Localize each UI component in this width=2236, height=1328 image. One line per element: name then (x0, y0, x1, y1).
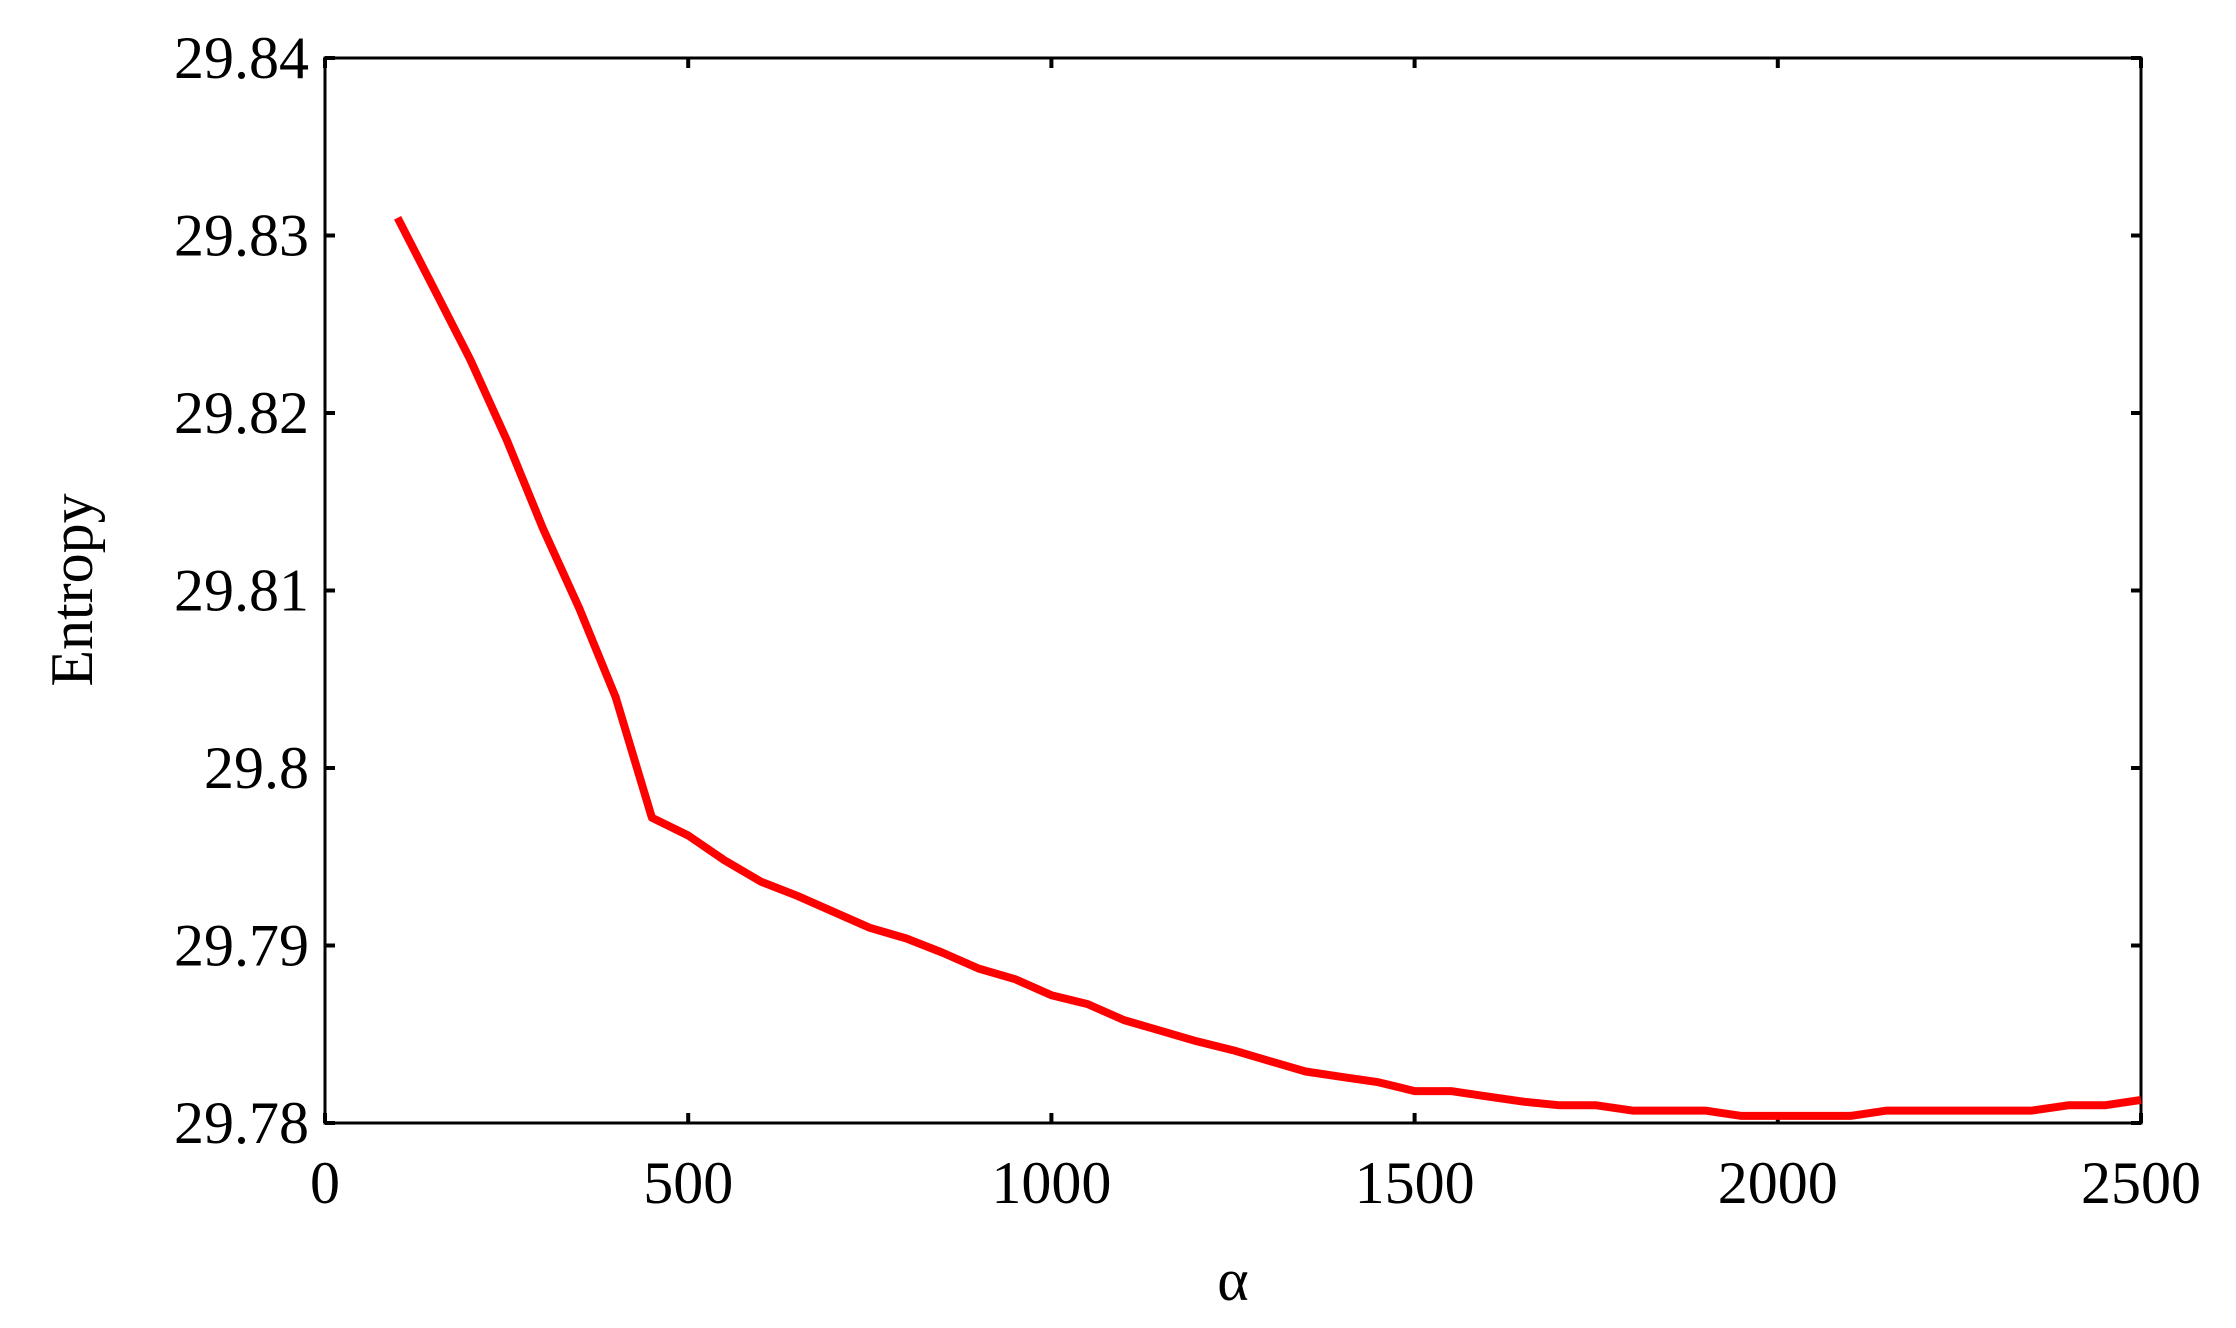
y-axis-ticks: 29.78 29.79 29.8 29.81 29.82 29.83 29.84 (174, 25, 2141, 1156)
y-axis-label: Entropy (39, 493, 105, 686)
x-tick-label: 0 (310, 1150, 340, 1216)
plot-frame (323, 56, 2143, 1125)
x-tick-label: 500 (643, 1150, 733, 1216)
y-tick-label: 29.82 (174, 380, 309, 446)
entropy-series-line (394, 215, 2142, 1120)
y-tick-label: 29.84 (174, 25, 309, 91)
y-tick-label: 29.8 (204, 735, 309, 801)
x-tick-label: 2000 (1718, 1150, 1838, 1216)
y-tick-label: 29.81 (174, 558, 309, 624)
x-axis-ticks: 0 500 1000 1500 2000 2500 (310, 58, 2201, 1216)
x-tick-label: 1000 (991, 1150, 1111, 1216)
y-tick-label: 29.78 (174, 1090, 309, 1156)
x-tick-label: 2500 (2081, 1150, 2201, 1216)
x-tick-label: 1500 (1355, 1150, 1475, 1216)
x-axis-label: α (1217, 1247, 1248, 1313)
y-tick-label: 29.83 (174, 203, 309, 269)
y-tick-label: 29.79 (174, 913, 309, 979)
series-layer (394, 215, 2142, 1120)
